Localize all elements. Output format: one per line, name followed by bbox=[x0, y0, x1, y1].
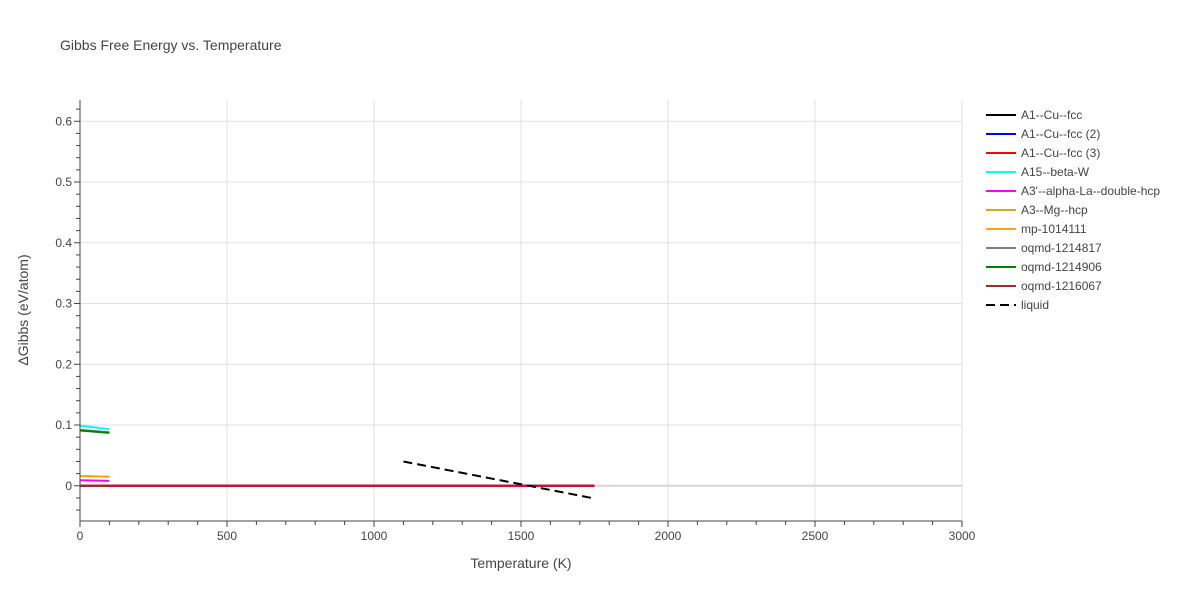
legend-label: oqmd-1216067 bbox=[1021, 279, 1102, 293]
y-tick-label: 0.3 bbox=[55, 297, 72, 311]
legend-label: A1--Cu--fcc (2) bbox=[1021, 127, 1100, 141]
y-tick-label: 0.5 bbox=[55, 175, 72, 189]
legend-label: mp-1014111 bbox=[1021, 222, 1087, 236]
legend-label: liquid bbox=[1021, 298, 1049, 312]
legend-label: A1--Cu--fcc bbox=[1021, 108, 1082, 122]
legend-label: A15--beta-W bbox=[1021, 165, 1090, 179]
axes bbox=[74, 100, 963, 527]
x-tick-label: 3000 bbox=[949, 529, 976, 543]
y-tick-label: 0.6 bbox=[55, 114, 72, 128]
chart-title: Gibbs Free Energy vs. Temperature bbox=[60, 37, 282, 53]
legend-label: A1--Cu--fcc (3) bbox=[1021, 146, 1100, 160]
y-tick-labels: 0 0.1 0.2 0.3 0.4 0.5 0.6 bbox=[55, 114, 72, 493]
y-tick-label: 0.2 bbox=[55, 357, 72, 371]
legend-label: A3'--alpha-La--double-hcp bbox=[1021, 184, 1160, 198]
y-axis-title: ΔGibbs (eV/atom) bbox=[15, 254, 31, 365]
x-tick-label: 2500 bbox=[802, 529, 829, 543]
x-tick-labels: 0 500 1000 1500 2000 2500 3000 bbox=[77, 529, 976, 543]
x-tick-label: 1500 bbox=[508, 529, 535, 543]
legend-label: oqmd-1214906 bbox=[1021, 260, 1102, 274]
series-lines bbox=[79, 424, 595, 500]
series-line-liquid bbox=[403, 460, 595, 500]
grid bbox=[80, 100, 963, 521]
series-line-a15-beta-w bbox=[79, 424, 110, 431]
y-tick-label: 0.1 bbox=[55, 418, 72, 432]
series-line-a3-alpha-la-double-hcp bbox=[79, 479, 110, 482]
x-tick-label: 500 bbox=[217, 529, 237, 543]
y-tick-label: 0 bbox=[65, 479, 72, 493]
y-tick-label: 0.4 bbox=[55, 236, 72, 250]
x-tick-label: 1000 bbox=[361, 529, 388, 543]
legend-label: A3--Mg--hcp bbox=[1021, 203, 1088, 217]
x-axis-title: Temperature (K) bbox=[470, 555, 571, 571]
series-line-oqmd-1214906 bbox=[79, 429, 110, 434]
series-line-mp-1014111 bbox=[79, 475, 110, 478]
x-tick-label: 2000 bbox=[655, 529, 682, 543]
x-tick-label: 0 bbox=[77, 529, 84, 543]
legend-label: oqmd-1214817 bbox=[1021, 241, 1102, 255]
legend: A1--Cu--fcc A1--Cu--fcc (2) A1--Cu--fcc (3… bbox=[986, 108, 1160, 312]
